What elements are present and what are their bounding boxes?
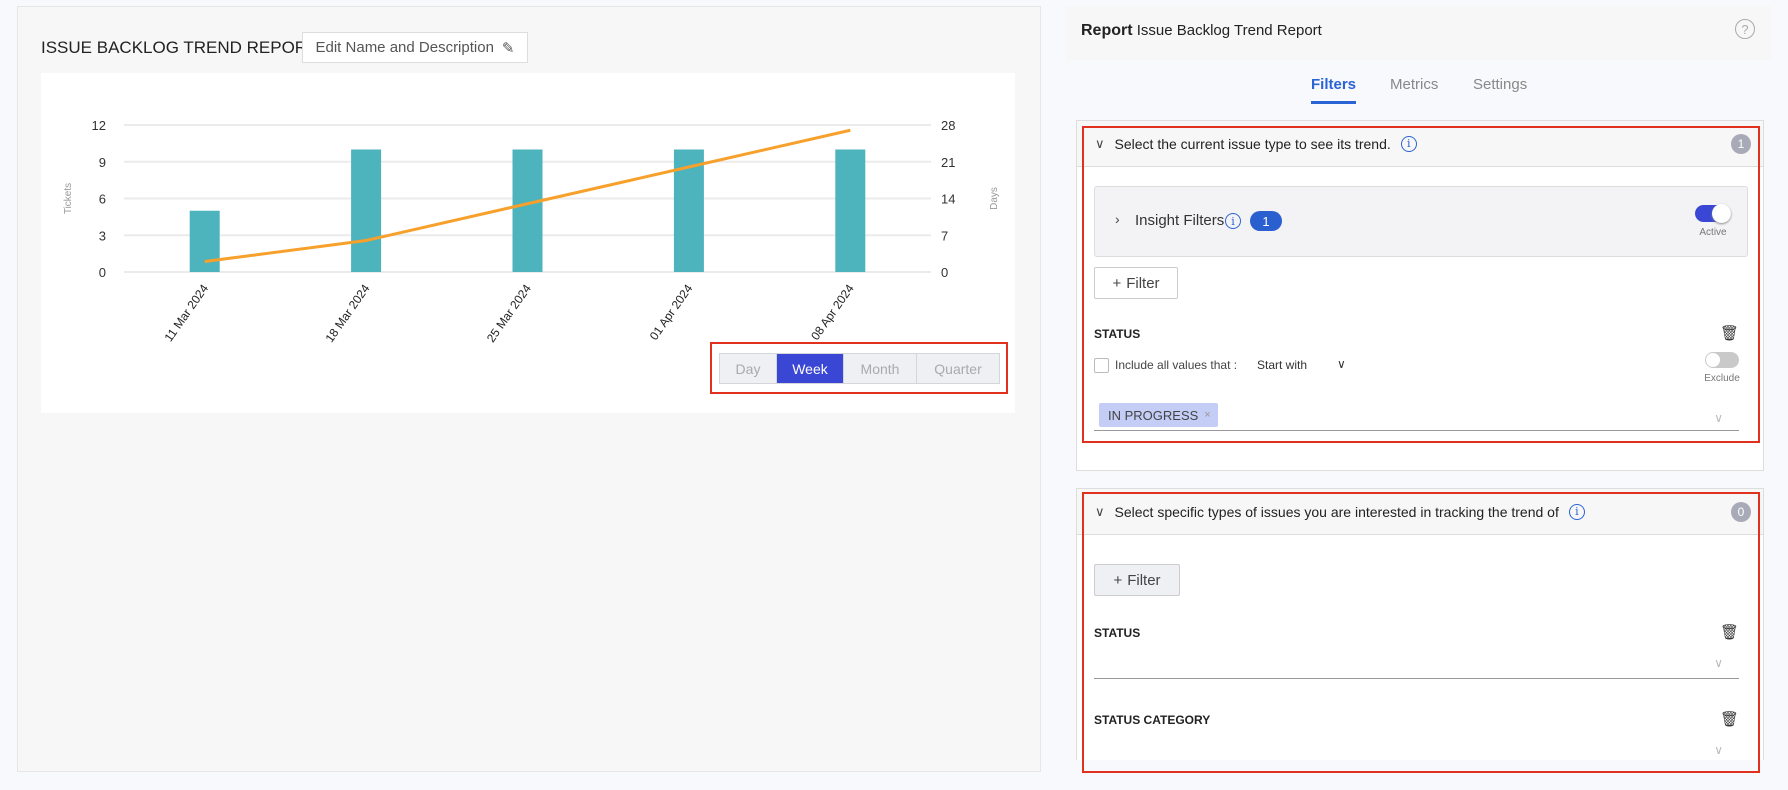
count-badge: 1: [1731, 134, 1751, 154]
trash-icon[interactable]: 🗑: [1719, 325, 1739, 342]
y2-tick-label: 21: [941, 155, 955, 170]
tab-filters[interactable]: Filters: [1311, 76, 1357, 104]
active-label: Active: [1699, 227, 1727, 238]
x-tick-label: 18 Mar 2024: [322, 281, 372, 344]
panel-header: Report Issue Backlog Trend Report ?: [1066, 6, 1771, 60]
y2-tick-label: 0: [941, 265, 948, 280]
insight-count-badge: 1: [1250, 211, 1282, 231]
insight-filters-label[interactable]: Insight Filters: [1135, 212, 1225, 229]
info-icon[interactable]: i: [1225, 213, 1241, 229]
granularity-toggle: Day Week Month Quarter: [719, 353, 1000, 384]
info-icon[interactable]: i: [1568, 503, 1585, 520]
tab-settings[interactable]: Settings: [1473, 76, 1528, 93]
match-mode-select[interactable]: Start with: [1257, 358, 1308, 372]
y2-tick-label: 14: [941, 192, 955, 207]
add-filter-button[interactable]: + Filter: [1094, 564, 1180, 596]
status-input-underline: [1094, 678, 1739, 679]
panel-label: Report: [1081, 22, 1133, 39]
report-title: ISSUE BACKLOG TREND REPORT: [41, 38, 318, 57]
dropdown-chevron-icon[interactable]: ∨: [1714, 656, 1723, 670]
insight-filters-box: › Insight Filters i 1 Active: [1094, 186, 1748, 257]
y-tick-label: 3: [99, 228, 106, 243]
chevron-right-icon[interactable]: ›: [1115, 211, 1120, 227]
y-tick-label: 9: [99, 155, 106, 170]
highlight-box: [710, 342, 1008, 394]
y2-tick-label: 28: [941, 118, 955, 133]
filter-section-specific: ∨ Select specific types of issues you are…: [1076, 488, 1764, 760]
bar: [835, 149, 866, 272]
include-label: Include all values that :: [1115, 358, 1238, 372]
status-chip: IN PROGRESS ×: [1099, 403, 1218, 427]
plus-icon: +: [1113, 571, 1123, 589]
chevron-down-icon[interactable]: ∨: [1337, 357, 1346, 371]
granularity-week[interactable]: Week: [777, 354, 844, 383]
dropdown-chevron-icon[interactable]: ∨: [1714, 411, 1723, 425]
bar: [189, 210, 220, 272]
info-icon[interactable]: i: [1400, 135, 1417, 152]
filter-label: Filter: [1126, 274, 1160, 292]
filter-section-current: ∨ Select the current issue type to see it…: [1076, 120, 1764, 471]
x-tick-label: 01 Apr 2024: [647, 281, 696, 342]
y-tick-label: 0: [99, 265, 106, 280]
x-tick-label: 25 Mar 2024: [484, 281, 534, 344]
y-axis-label: Tickets: [63, 183, 74, 214]
granularity-month[interactable]: Month: [844, 354, 917, 383]
section-title: Select the current issue type to see its…: [1114, 135, 1391, 152]
dropdown-chevron-icon[interactable]: ∨: [1714, 743, 1723, 757]
chip-label: IN PROGRESS: [1108, 407, 1199, 423]
count-badge: 0: [1731, 502, 1751, 522]
y-tick-label: 12: [92, 118, 106, 133]
help-icon[interactable]: ?: [1735, 19, 1755, 39]
section-header[interactable]: ∨ Select the current issue type to see it…: [1077, 121, 1763, 167]
status-category-label: STATUS CATEGORY: [1094, 713, 1211, 727]
chart-area: 0 0 3 7 6 14 9 21 12 28 Tickets Days 11 Mar 2024 18 M…: [41, 73, 1015, 413]
status-input-underline: [1094, 430, 1739, 431]
x-tick-label: 11 Mar 2024: [162, 281, 212, 344]
x-tick-label: 08 Apr 2024: [808, 281, 857, 342]
plus-icon: +: [1112, 274, 1122, 292]
add-filter-button[interactable]: + Filter: [1094, 267, 1178, 299]
y2-tick-label: 7: [941, 228, 948, 243]
active-toggle[interactable]: [1695, 204, 1731, 223]
bar: [351, 149, 382, 272]
highlight-box: [1082, 126, 1760, 443]
y2-axis-label: Days: [989, 187, 1000, 210]
bar: [512, 149, 543, 272]
y-tick-label: 6: [99, 192, 106, 207]
trash-icon[interactable]: 🗑: [1719, 711, 1739, 728]
pencil-icon: ✎: [501, 39, 515, 57]
status-label: STATUS: [1094, 327, 1141, 341]
exclude-toggle[interactable]: [1705, 352, 1739, 368]
granularity-day[interactable]: Day: [720, 354, 777, 383]
status-label: STATUS: [1094, 626, 1141, 640]
remove-chip-icon[interactable]: ×: [1204, 409, 1211, 421]
chevron-down-icon: ∨: [1095, 135, 1105, 151]
granularity-quarter[interactable]: Quarter: [934, 360, 982, 377]
trash-icon[interactable]: 🗑: [1719, 624, 1739, 641]
exclude-label: Exclude: [1704, 373, 1740, 384]
include-checkbox[interactable]: [1094, 358, 1109, 373]
chart: 0 0 3 7 6 14 9 21 12 28 Tickets Days 11 Mar 2024 18 M…: [63, 118, 1000, 345]
filter-label: Filter: [1127, 571, 1161, 589]
tab-metrics[interactable]: Metrics: [1390, 76, 1439, 93]
panel-report-name: Issue Backlog Trend Report: [1136, 22, 1322, 39]
section-title: Select specific types of issues you are …: [1114, 503, 1559, 520]
edit-label: Edit Name and Description: [315, 39, 494, 56]
section-header[interactable]: ∨ Select specific types of issues you are…: [1077, 489, 1763, 535]
highlight-box: [1082, 492, 1760, 773]
edit-name-button[interactable]: Edit Name and Description ✎: [302, 32, 528, 63]
chevron-down-icon: ∨: [1095, 503, 1105, 519]
